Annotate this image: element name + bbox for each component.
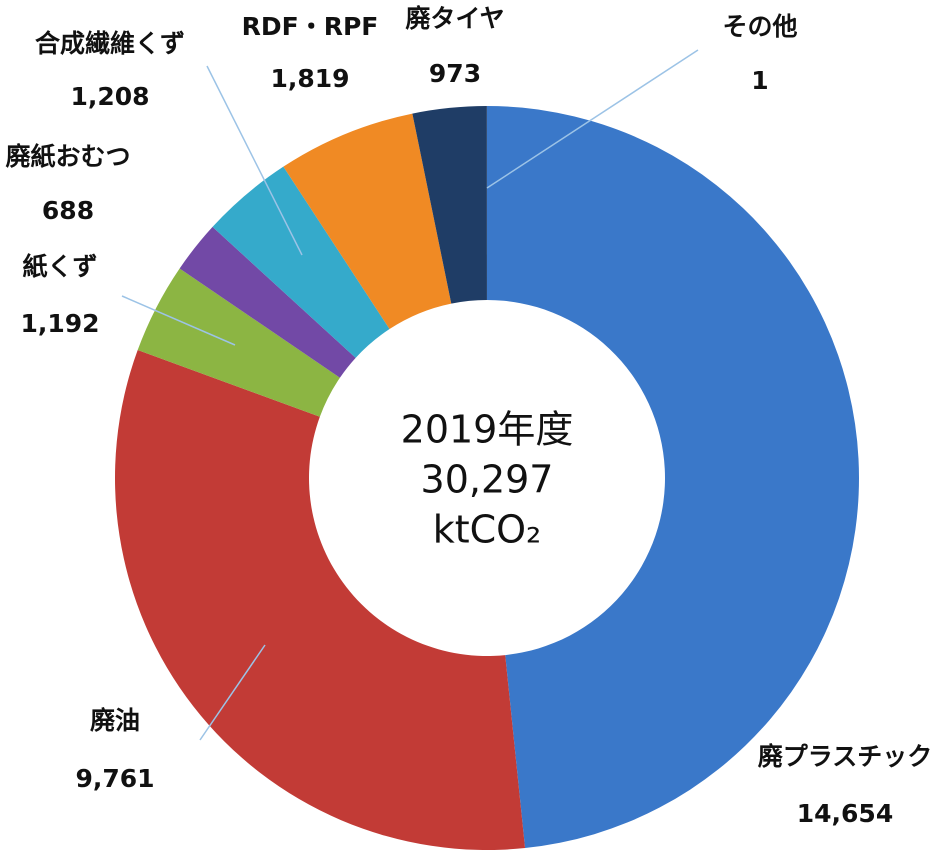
slice-value: 1,192 xyxy=(20,309,99,338)
slice-value: 9,761 xyxy=(75,764,154,793)
center-text: ktCO₂ xyxy=(433,508,542,552)
slice-value: 1 xyxy=(751,66,768,95)
slice-label: 廃油 xyxy=(90,706,140,735)
slice-value: 688 xyxy=(42,196,94,225)
slice-label: 廃タイヤ xyxy=(405,4,504,33)
slice-value: 973 xyxy=(429,59,481,88)
slice-label: その他 xyxy=(722,12,797,41)
slice-label: 合成繊維くず xyxy=(35,29,185,58)
slice-label: 廃紙おむつ xyxy=(5,142,130,171)
slice-label: 廃プラスチック xyxy=(758,742,933,771)
slice-value: 14,654 xyxy=(797,799,893,828)
center-text: 30,297 xyxy=(421,458,554,502)
slice-value: 1,819 xyxy=(270,64,349,93)
slice-label: 紙くず xyxy=(22,252,97,281)
slice-value: 1,208 xyxy=(70,82,149,111)
slice-label: RDF・RPF xyxy=(242,12,379,41)
center-text: 2019年度 xyxy=(401,408,574,452)
